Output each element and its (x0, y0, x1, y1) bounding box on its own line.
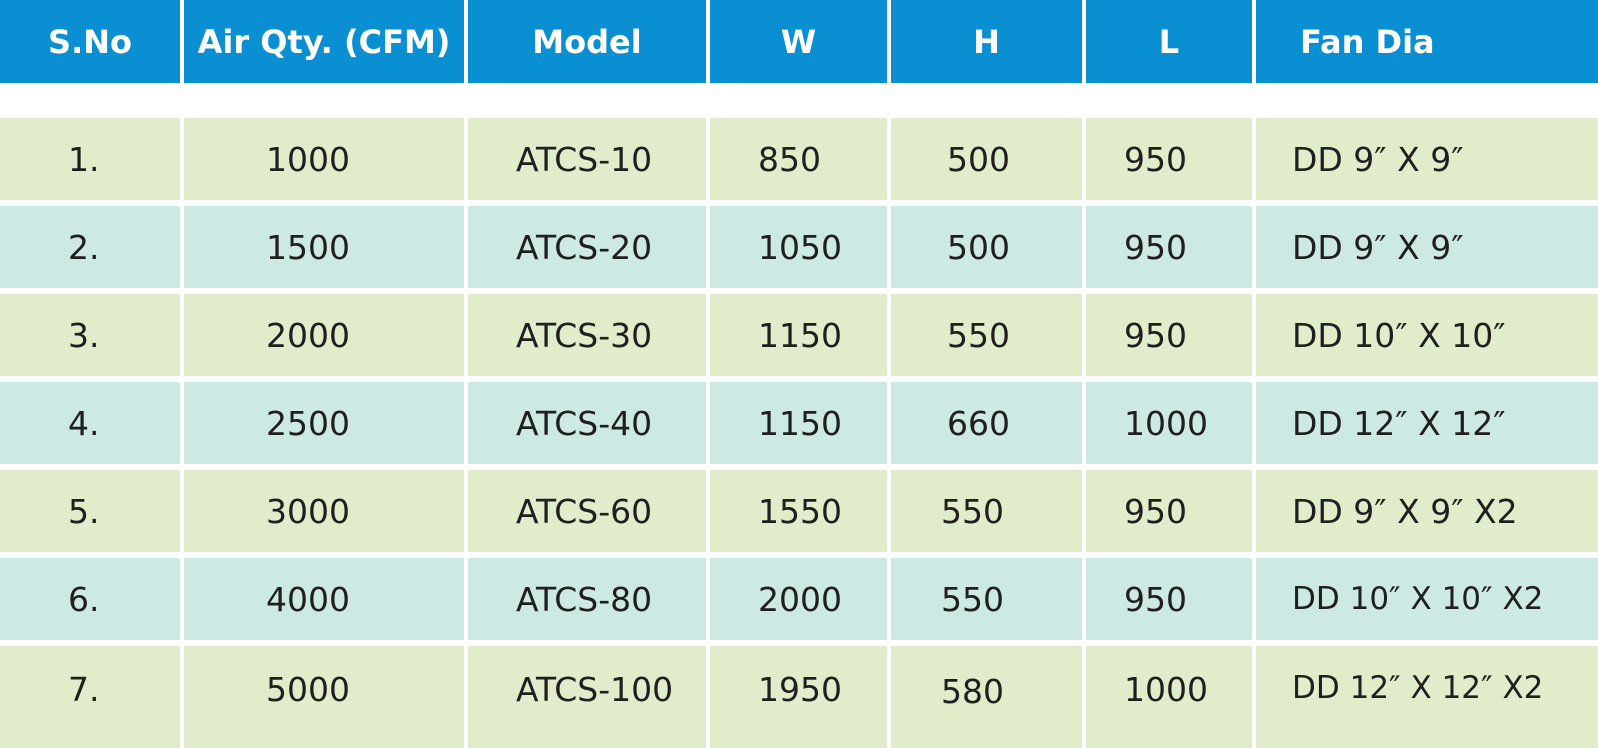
cell-air-qty: 2500 (184, 382, 464, 464)
cell-l: 950 (1086, 470, 1252, 552)
cell-air-qty: 1500 (184, 206, 464, 288)
cell-sno: 5. (0, 470, 180, 552)
cell-fan-dia: DD 10″ X 10″ X2 (1256, 558, 1598, 640)
cell-air-qty: 1000 (184, 118, 464, 200)
cell-sno: 2. (0, 206, 180, 288)
cell-l: 950 (1086, 118, 1252, 200)
cell-w: 850 (710, 118, 887, 200)
cell-w: 1950 (710, 646, 887, 748)
header-sno: S.No (0, 0, 180, 83)
cell-model: ATCS-30 (468, 294, 706, 376)
cell-model: ATCS-60 (468, 470, 706, 552)
cell-h: 660 (891, 382, 1082, 464)
cell-h: 500 (891, 206, 1082, 288)
cell-model: ATCS-40 (468, 382, 706, 464)
cell-fan-dia: DD 9″ X 9″ X2 (1256, 470, 1598, 552)
cell-model: ATCS-10 (468, 118, 706, 200)
table-row: 2. 1500 ATCS-20 1050 500 950 DD 9″ X 9″ (0, 206, 1598, 288)
cell-model: ATCS-80 (468, 558, 706, 640)
table-row: 7. 5000 ATCS-100 1950 580 1000 DD 12″ X … (0, 646, 1598, 748)
header-h: H (891, 0, 1082, 83)
cell-w: 1050 (710, 206, 887, 288)
cell-air-qty: 2000 (184, 294, 464, 376)
cell-model: ATCS-20 (468, 206, 706, 288)
cell-fan-dia: DD 12″ X 12″ (1256, 382, 1598, 464)
cell-air-qty: 3000 (184, 470, 464, 552)
cell-fan-dia: DD 10″ X 10″ (1256, 294, 1598, 376)
cell-model: ATCS-100 (468, 646, 706, 748)
cell-sno: 7. (0, 646, 180, 748)
cell-fan-dia: DD 12″ X 12″ X2 (1256, 646, 1598, 748)
table-row: 6. 4000 ATCS-80 2000 550 950 DD 10″ X 10… (0, 558, 1598, 640)
header-w: W (710, 0, 887, 83)
cell-sno: 1. (0, 118, 180, 200)
cell-fan-dia: DD 9″ X 9″ (1256, 206, 1598, 288)
table-row: 4. 2500 ATCS-40 1150 660 1000 DD 12″ X 1… (0, 382, 1598, 464)
cell-sno: 4. (0, 382, 180, 464)
cell-air-qty: 5000 (184, 646, 464, 748)
cell-h: 550 (891, 294, 1082, 376)
cell-l: 1000 (1086, 646, 1252, 748)
cell-l: 950 (1086, 294, 1252, 376)
header-l: L (1086, 0, 1252, 83)
cell-h: 550 (891, 470, 1082, 552)
cell-air-qty: 4000 (184, 558, 464, 640)
header-air-qty: Air Qty. (CFM) (184, 0, 464, 83)
cell-sno: 3. (0, 294, 180, 376)
table-row: 3. 2000 ATCS-30 1150 550 950 DD 10″ X 10… (0, 294, 1598, 376)
header-fan-dia: Fan Dia (1256, 0, 1598, 83)
cell-w: 1150 (710, 382, 887, 464)
cell-h: 580 (891, 646, 1082, 748)
cell-h: 550 (891, 558, 1082, 640)
cell-w: 1150 (710, 294, 887, 376)
cell-h: 500 (891, 118, 1082, 200)
cell-sno: 6. (0, 558, 180, 640)
cell-l: 950 (1086, 206, 1252, 288)
cell-w: 1550 (710, 470, 887, 552)
table-header-row: S.No Air Qty. (CFM) Model W H L Fan Dia (0, 0, 1598, 83)
header-model: Model (468, 0, 706, 83)
cell-l: 950 (1086, 558, 1252, 640)
cell-l: 1000 (1086, 382, 1252, 464)
table-row: 1. 1000 ATCS-10 850 500 950 DD 9″ X 9″ (0, 118, 1598, 200)
table-row: 5. 3000 ATCS-60 1550 550 950 DD 9″ X 9″ … (0, 470, 1598, 552)
cell-w: 2000 (710, 558, 887, 640)
cell-fan-dia: DD 9″ X 9″ (1256, 118, 1598, 200)
